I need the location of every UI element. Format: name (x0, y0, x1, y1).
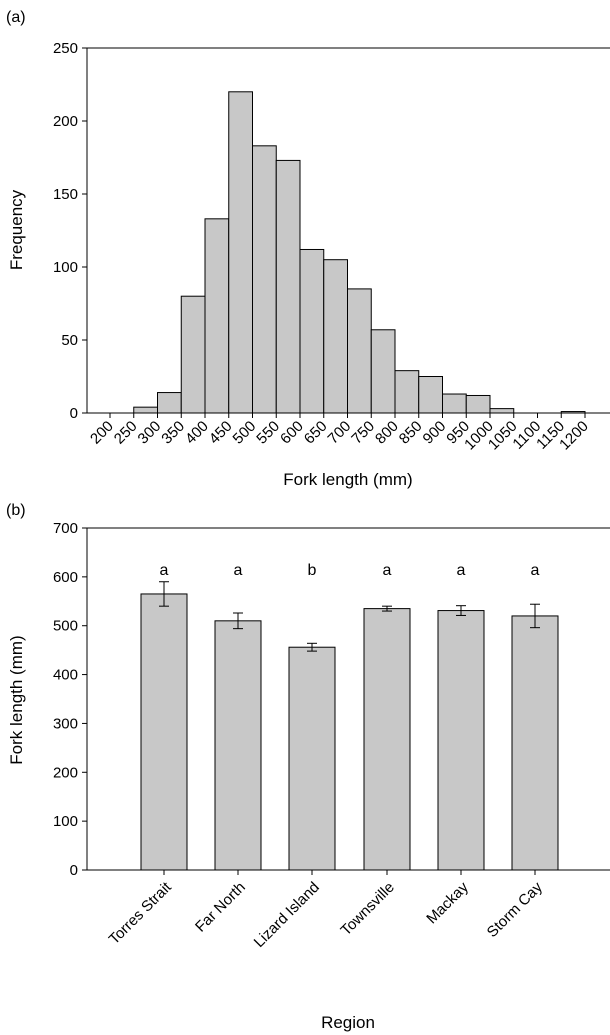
region-significance-letter: a (383, 562, 392, 579)
region-y-tick-label: 100 (53, 813, 78, 830)
histogram-panel: (a) 0 50 100 150 200 250 20025030035040045050… (6, 9, 610, 489)
region-significance-letter: b (308, 562, 317, 579)
region-y-axis-title: Fork length (mm) (7, 635, 26, 764)
region-x-tick-label: Mackay (423, 878, 472, 927)
region-bar (437, 610, 485, 871)
histogram-bar (489, 408, 515, 414)
region-y-tick-label: 300 (53, 715, 78, 732)
histogram-bar (252, 145, 277, 414)
region-x-tick-label: Storm Cay (484, 878, 546, 940)
histogram-x-tick-label: 1200 (556, 418, 592, 454)
region-bar (140, 593, 188, 871)
region-bar (288, 646, 336, 871)
region-x-tick-label: Townsville (337, 879, 397, 939)
region-x-ticks: Torres Strait Far North Lizard Island Towns… (106, 870, 546, 951)
region-significance-letter: a (160, 562, 169, 579)
region-y-tick-label: 600 (53, 569, 78, 586)
region-significance-letter: a (457, 562, 466, 579)
histogram-y-tick-label: 200 (53, 113, 78, 130)
histogram-bar (133, 406, 158, 414)
histogram-x-axis-title: Fork length (mm) (283, 470, 412, 489)
region-error-bars (159, 581, 540, 652)
histogram-bar (394, 370, 420, 414)
histogram-bar (275, 159, 301, 414)
region-significance-letter: a (234, 562, 243, 579)
histogram-y-tick-label: 100 (53, 259, 78, 276)
histogram-bar (228, 91, 253, 414)
histogram-bar (465, 394, 491, 414)
region-x-tick-label: Lizard Island (251, 879, 323, 951)
region-x-tick-label: Far North (192, 879, 249, 936)
histogram-bar (442, 393, 467, 414)
region-bars (140, 593, 559, 871)
histogram-bar (560, 411, 586, 414)
region-significance-letter: a (531, 562, 540, 579)
region-y-tick-label: 500 (53, 618, 78, 635)
region-x-tick-label: Torres Strait (106, 878, 176, 948)
region-bar (511, 615, 559, 871)
region-panel: (b) 0 100 200 300 400 500 600 700 a a b a a a Torres… (6, 502, 610, 1032)
histogram-bar (299, 248, 325, 414)
region-y-ticks: 0 100 200 300 400 500 600 700 (53, 520, 87, 879)
histogram-bar (418, 376, 443, 414)
region-x-axis-title: Region (321, 1013, 375, 1032)
histogram-bar (180, 295, 206, 414)
region-y-tick-label: 0 (70, 862, 78, 879)
histogram-y-tick-label: 50 (61, 332, 78, 349)
histogram-bars (133, 91, 586, 414)
histogram-bar (204, 218, 230, 414)
histogram-bar (370, 329, 396, 414)
histogram-y-ticks: 0 50 100 150 200 250 (53, 40, 87, 422)
region-y-tick-label: 200 (53, 764, 78, 781)
histogram-bar (157, 392, 182, 414)
histogram-bar (323, 259, 348, 414)
histogram-bar (347, 288, 372, 414)
panel-b-label: (b) (6, 502, 26, 519)
histogram-y-tick-label: 250 (53, 40, 78, 57)
histogram-y-axis-title: Frequency (7, 189, 26, 270)
histogram-y-tick-label: 0 (70, 405, 78, 422)
region-bar (363, 608, 411, 871)
region-bar (214, 620, 262, 871)
region-y-tick-label: 400 (53, 667, 78, 684)
panel-a-label: (a) (6, 9, 26, 26)
histogram-y-tick-label: 150 (53, 186, 78, 203)
region-y-tick-label: 700 (53, 520, 78, 537)
histogram-x-ticks: 2002503003504004505005506006507007508008… (87, 413, 592, 453)
